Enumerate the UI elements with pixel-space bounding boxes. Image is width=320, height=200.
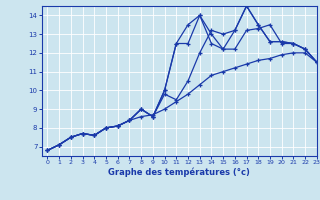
X-axis label: Graphe des températures (°c): Graphe des températures (°c): [108, 168, 250, 177]
